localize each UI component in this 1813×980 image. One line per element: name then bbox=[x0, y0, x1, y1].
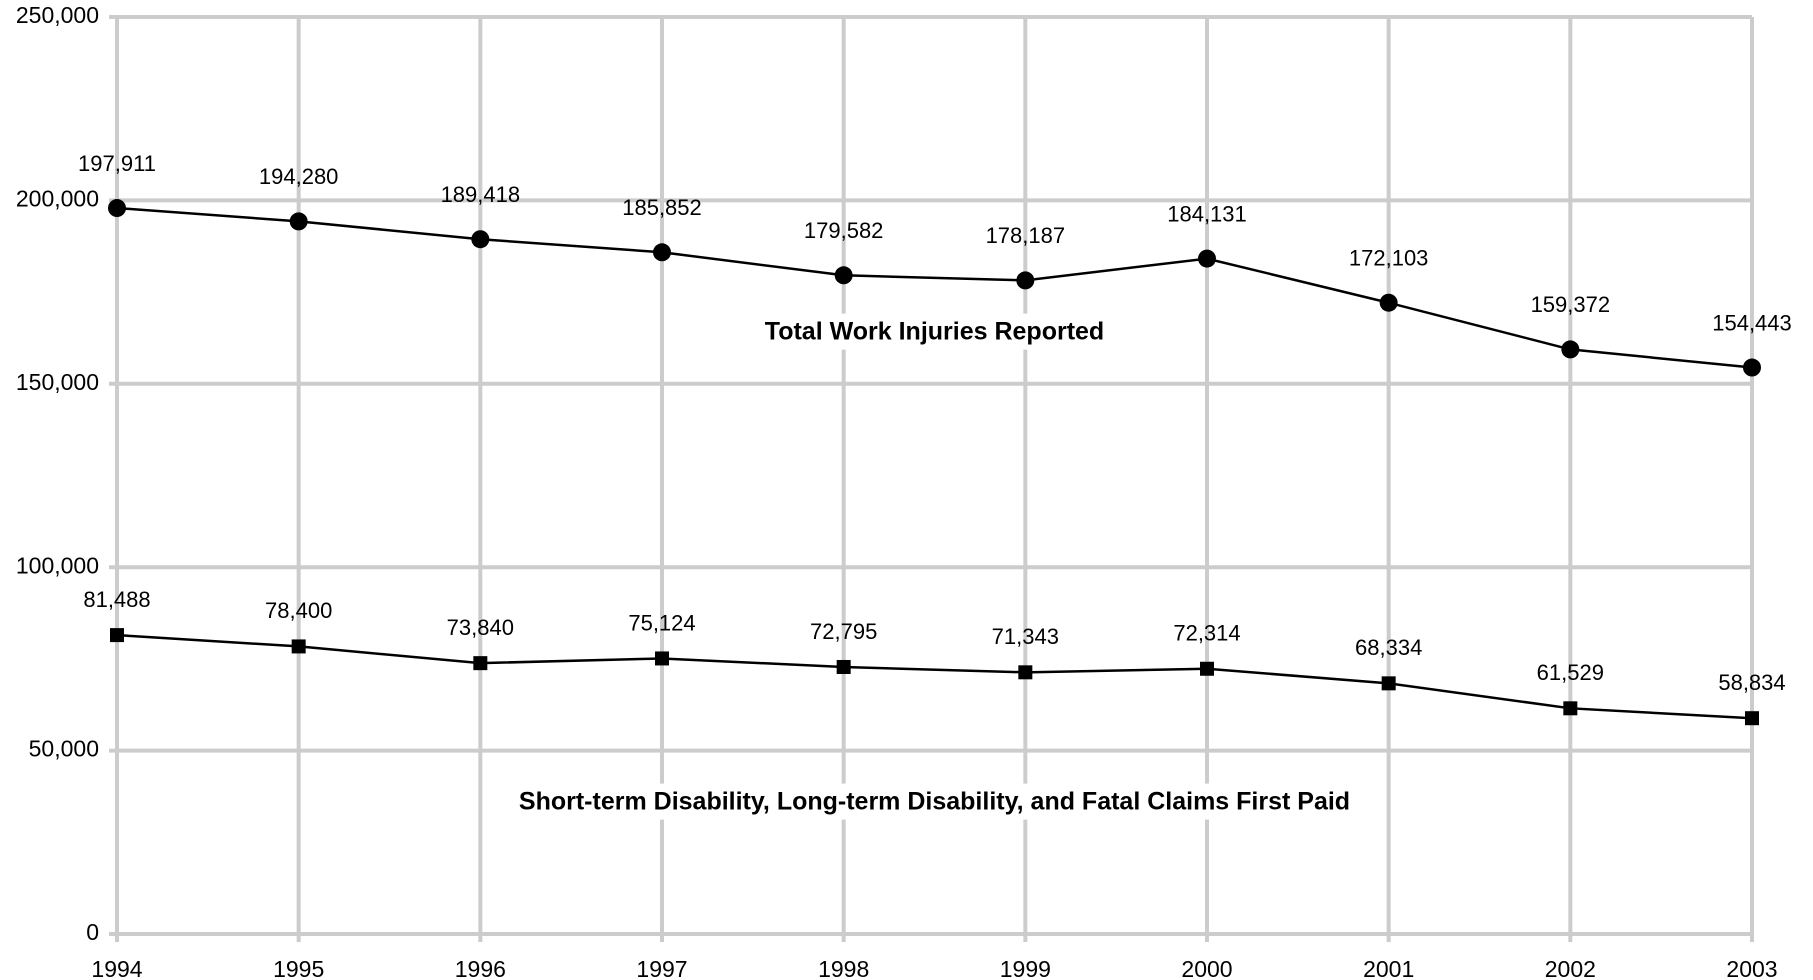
value-label: 194,280 bbox=[259, 164, 339, 189]
value-label: 73,840 bbox=[447, 615, 514, 640]
point bbox=[1563, 701, 1578, 716]
value-label: 159,372 bbox=[1531, 292, 1611, 317]
y-tick-label: 250,000 bbox=[16, 2, 99, 28]
point bbox=[289, 212, 308, 231]
value-label: 72,314 bbox=[1173, 621, 1240, 646]
x-tick-label: 1996 bbox=[455, 956, 506, 980]
point bbox=[108, 199, 126, 218]
point bbox=[1379, 293, 1398, 312]
value-label: 185,852 bbox=[622, 195, 702, 220]
series-line bbox=[116, 633, 1753, 720]
point bbox=[1018, 665, 1033, 680]
y-tick-label: 100,000 bbox=[16, 552, 99, 578]
point bbox=[471, 230, 490, 249]
value-label: 75,124 bbox=[628, 610, 695, 635]
value-label: 154,443 bbox=[1712, 310, 1792, 335]
point bbox=[1745, 711, 1759, 726]
series-label: Total Work Injuries Reported bbox=[765, 318, 1104, 346]
x-tick-label: 2002 bbox=[1545, 956, 1596, 980]
y-tick-label: 0 bbox=[86, 919, 99, 945]
x-tick-label: 1995 bbox=[273, 956, 324, 980]
x-tick-label: 1998 bbox=[818, 956, 869, 980]
point bbox=[834, 266, 853, 285]
point bbox=[291, 639, 306, 654]
point bbox=[1016, 271, 1035, 290]
y-tick-label: 50,000 bbox=[29, 736, 99, 762]
value-label: 71,343 bbox=[992, 624, 1059, 649]
point bbox=[1198, 249, 1216, 268]
value-label: 72,795 bbox=[810, 619, 877, 644]
value-label: 184,131 bbox=[1167, 201, 1247, 226]
point bbox=[1200, 661, 1214, 676]
value-label: 178,187 bbox=[986, 223, 1066, 248]
point bbox=[1743, 358, 1761, 377]
y-tick-label: 200,000 bbox=[16, 185, 99, 211]
value-label: 189,418 bbox=[441, 182, 521, 207]
value-label: 58,834 bbox=[1718, 670, 1785, 695]
value-label: 172,103 bbox=[1349, 246, 1429, 271]
point bbox=[473, 656, 488, 671]
x-tick-label: 2000 bbox=[1181, 956, 1232, 980]
x-tick-label: 1994 bbox=[91, 956, 142, 980]
value-label: 78,400 bbox=[265, 598, 332, 623]
series-label: Short-term Disability, Long-term Disabil… bbox=[519, 788, 1350, 816]
value-label: 61,529 bbox=[1537, 660, 1604, 685]
series-label-bg bbox=[756, 313, 1113, 350]
point bbox=[1561, 340, 1580, 359]
value-label: 197,911 bbox=[78, 151, 156, 176]
x-tick-label: 2003 bbox=[1726, 956, 1777, 980]
x-tick-label: 2001 bbox=[1363, 956, 1414, 980]
x-tick-label: 1997 bbox=[636, 956, 687, 980]
y-tick-label: 150,000 bbox=[16, 369, 99, 395]
series-label-bg bbox=[510, 783, 1359, 820]
point bbox=[836, 659, 851, 674]
value-label: 179,582 bbox=[804, 218, 884, 243]
x-tick-label: 1999 bbox=[1000, 956, 1051, 980]
point bbox=[1381, 676, 1396, 691]
point bbox=[655, 651, 669, 666]
point bbox=[110, 628, 124, 643]
value-label: 81,488 bbox=[83, 587, 150, 612]
value-label: 68,334 bbox=[1355, 635, 1422, 660]
point bbox=[653, 243, 671, 262]
series-line bbox=[116, 206, 1753, 369]
